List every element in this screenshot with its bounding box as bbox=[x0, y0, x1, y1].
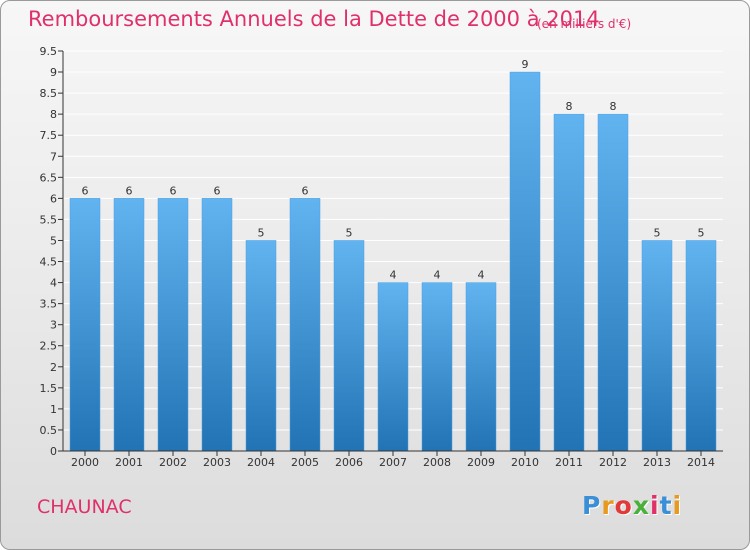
bar-2013[interactable] bbox=[641, 240, 673, 452]
x-tick-label-2012: 2012 bbox=[599, 456, 627, 469]
data-label-2001: 6 bbox=[126, 184, 133, 197]
city-name: CHAUNAC bbox=[37, 496, 132, 518]
x-tick-label-2009: 2009 bbox=[467, 456, 495, 469]
bar-group bbox=[69, 71, 717, 452]
x-tick-label-2004: 2004 bbox=[247, 456, 275, 469]
data-label-2010: 9 bbox=[522, 58, 529, 71]
x-tick-label-2000: 2000 bbox=[71, 456, 99, 469]
logo-letter: i bbox=[672, 491, 683, 520]
bar-2005[interactable] bbox=[289, 198, 321, 452]
y-tick-label: 6.5 bbox=[40, 171, 58, 184]
y-tick-label: 0 bbox=[50, 445, 57, 458]
chart-title: Remboursements Annuels de la Dette de 20… bbox=[28, 7, 600, 31]
logo-letter: P bbox=[582, 491, 602, 520]
bar-2004[interactable] bbox=[245, 240, 277, 452]
proxiti-logo[interactable]: Proxiti bbox=[582, 491, 682, 520]
data-label-2004: 5 bbox=[258, 226, 265, 239]
y-tick-label: 5.5 bbox=[40, 213, 58, 226]
bar-2011[interactable] bbox=[553, 113, 585, 452]
y-tick-label: 8 bbox=[50, 108, 57, 121]
data-label-2012: 8 bbox=[610, 100, 617, 113]
bar-2003[interactable] bbox=[201, 198, 233, 452]
y-tick-label: 9.5 bbox=[40, 45, 58, 58]
x-tick-label-2005: 2005 bbox=[291, 456, 319, 469]
x-tick-label-2001: 2001 bbox=[115, 456, 143, 469]
bar-2010[interactable] bbox=[509, 71, 541, 452]
logo-letter: t bbox=[659, 491, 673, 520]
y-tick-label: 7 bbox=[50, 150, 57, 163]
data-label-2006: 5 bbox=[346, 226, 353, 239]
y-tick-label: 5 bbox=[50, 234, 57, 247]
bar-2002[interactable] bbox=[157, 198, 189, 452]
chart-subtitle: (en milliers d'€) bbox=[537, 17, 632, 31]
data-label-2013: 5 bbox=[654, 226, 661, 239]
logo-letter: r bbox=[601, 491, 615, 520]
data-label-2005: 6 bbox=[302, 184, 309, 197]
bar-2014[interactable] bbox=[685, 240, 717, 452]
y-tick-label: 0.5 bbox=[40, 424, 58, 437]
y-tick-label: 8.5 bbox=[40, 87, 58, 100]
x-tick-label-2008: 2008 bbox=[423, 456, 451, 469]
label-group: 0 0.5 1 1.5 2 2.5 3 3.5 4 4.5 5 5.5 6 6.5 7 7.5 8 8.5 9 9.5… bbox=[40, 45, 716, 469]
data-label-2000: 6 bbox=[82, 184, 89, 197]
y-tick-label: 6 bbox=[50, 192, 57, 205]
y-tick-label: 4 bbox=[50, 277, 57, 290]
y-tick-label: 3.5 bbox=[40, 298, 58, 311]
y-tick-label: 9 bbox=[50, 66, 57, 79]
bar-2006[interactable] bbox=[333, 240, 365, 452]
x-tick-label-2007: 2007 bbox=[379, 456, 407, 469]
y-tick-label: 1 bbox=[50, 403, 57, 416]
x-tick-label-2010: 2010 bbox=[511, 456, 539, 469]
bar-2007[interactable] bbox=[377, 282, 409, 452]
logo-letter: x bbox=[632, 491, 650, 520]
data-label-2003: 6 bbox=[214, 184, 221, 197]
y-tick-label: 7.5 bbox=[40, 129, 58, 142]
x-tick-label-2003: 2003 bbox=[203, 456, 231, 469]
bar-2008[interactable] bbox=[421, 282, 453, 452]
x-tick-label-2014: 2014 bbox=[687, 456, 715, 469]
y-tick-label: 3 bbox=[50, 319, 57, 332]
bar-2000[interactable] bbox=[69, 198, 101, 452]
data-label-2007: 4 bbox=[390, 269, 397, 282]
bar-2012[interactable] bbox=[597, 113, 629, 452]
data-label-2011: 8 bbox=[566, 100, 573, 113]
x-tick-label-2002: 2002 bbox=[159, 456, 187, 469]
y-tick-label: 4.5 bbox=[40, 256, 58, 269]
y-tick-label: 1.5 bbox=[40, 382, 58, 395]
data-label-2002: 6 bbox=[170, 184, 177, 197]
data-label-2014: 5 bbox=[698, 226, 705, 239]
data-label-2009: 4 bbox=[478, 269, 485, 282]
logo-letter: o bbox=[614, 491, 633, 520]
x-tick-label-2013: 2013 bbox=[643, 456, 671, 469]
x-tick-label-2006: 2006 bbox=[335, 456, 363, 469]
bar-2001[interactable] bbox=[113, 198, 145, 452]
data-label-2008: 4 bbox=[434, 269, 441, 282]
y-tick-label: 2 bbox=[50, 361, 57, 374]
logo-letter: i bbox=[650, 491, 660, 520]
x-tick-label-2011: 2011 bbox=[555, 456, 583, 469]
axes bbox=[58, 50, 723, 456]
bar-2009[interactable] bbox=[465, 282, 497, 452]
y-tick-label: 2.5 bbox=[40, 340, 58, 353]
